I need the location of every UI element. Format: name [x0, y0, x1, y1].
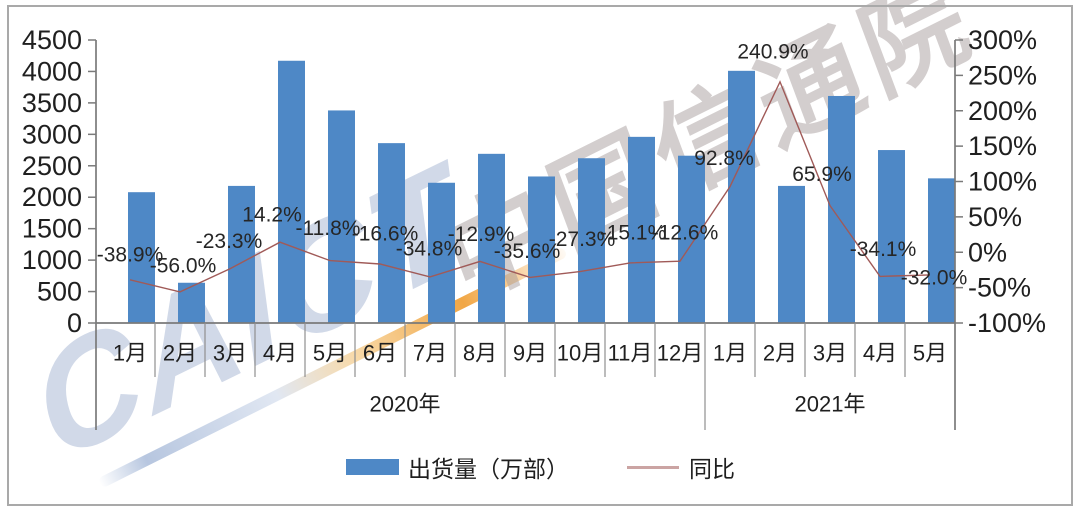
y-left-tick-label: 4000: [22, 56, 82, 86]
x-tick-label: 3月: [213, 341, 247, 366]
y-left-tick-label: 3000: [22, 119, 82, 149]
yoy-point-label: -38.9%: [97, 243, 164, 266]
yoy-point-label: -35.6%: [494, 240, 561, 263]
yoy-point-label: -32.0%: [901, 266, 968, 289]
bar-5月-16: [928, 178, 955, 323]
y-right-tick-label: 200%: [968, 96, 1037, 126]
bar-2月-13: [778, 185, 805, 323]
y-right-tick-label: 250%: [968, 60, 1037, 90]
x-tick-label: 7月: [413, 341, 447, 366]
yoy-point-label: -12.9%: [448, 223, 515, 246]
bar-8月-7: [478, 153, 505, 323]
x-tick-label: 1月: [113, 341, 147, 366]
year-label: 2021年: [795, 392, 866, 417]
y-right-tick-label: 300%: [968, 25, 1037, 55]
yoy-point-label: 65.9%: [792, 163, 852, 186]
yoy-point-label: -15.1%: [600, 221, 667, 244]
x-tick-label: 4月: [863, 341, 897, 366]
x-tick-label: 5月: [313, 341, 347, 366]
yoy-point-label: -16.6%: [352, 222, 419, 245]
x-tick-label: 2月: [163, 341, 197, 366]
bar-5月-4: [328, 110, 355, 324]
bar-2月-1: [178, 282, 205, 323]
y-left-tick-label: 2000: [22, 182, 82, 212]
x-tick-label: 9月: [513, 341, 547, 366]
bar-12月-11: [678, 155, 705, 323]
x-tick-label: 5月: [913, 341, 947, 366]
bar-1月-12: [728, 70, 755, 323]
legend-line-label: 同比: [689, 456, 735, 482]
yoy-point-label: -23.3%: [196, 230, 263, 253]
x-tick-label: 1月: [713, 341, 747, 366]
x-tick-label: 6月: [363, 341, 397, 366]
x-tick-label: 10月: [557, 341, 603, 366]
bar-3月-2: [228, 185, 255, 323]
yoy-point-label: -12.6%: [652, 222, 719, 245]
yoy-point-label: -27.3%: [549, 228, 616, 251]
bar-1月-0: [128, 192, 155, 323]
year-label: 2020年: [370, 392, 441, 417]
yoy-point-label: -34.8%: [396, 237, 463, 260]
bar-4月-15: [878, 150, 905, 323]
x-tick-label: 4月: [263, 341, 297, 366]
x-tick-label: 11月: [608, 341, 653, 366]
y-right-tick-label: -50%: [968, 273, 1031, 303]
yoy-point-label: -11.8%: [296, 217, 361, 240]
y-right-tick-label: 100%: [968, 167, 1037, 197]
x-tick-label: 3月: [813, 341, 847, 366]
y-left-tick-label: 1500: [22, 214, 82, 244]
yoy-point-label: -34.1%: [850, 238, 917, 261]
x-tick-label: 2月: [763, 341, 797, 366]
x-tick-label: 12月: [657, 341, 703, 366]
y-left-tick-label: 1000: [22, 245, 82, 275]
y-left-tick-label: 3500: [22, 88, 82, 118]
y-left-tick-label: 500: [37, 277, 82, 307]
legend-bar-swatch: [346, 459, 399, 475]
yoy-point-label: -56.0%: [150, 254, 217, 277]
y-right-tick-label: 0%: [968, 237, 1007, 267]
y-left-tick-label: 4500: [22, 25, 82, 55]
y-right-tick-label: 50%: [968, 202, 1022, 232]
yoy-point-label: 240.9%: [737, 40, 808, 63]
y-right-tick-label: -100%: [968, 308, 1046, 338]
x-tick-label: 8月: [463, 341, 497, 366]
legend-bar-label: 出货量（万部）: [408, 456, 569, 482]
legend: 出货量（万部） 同比: [346, 450, 735, 484]
bar-6月-5: [378, 143, 405, 323]
y-right-tick-label: 150%: [968, 131, 1037, 161]
yoy-point-label: 14.2%: [242, 204, 302, 227]
yoy-line: [129, 80, 931, 293]
bar-4月-3: [278, 60, 305, 324]
bar-9月-8: [528, 176, 555, 323]
bar-7月-6: [428, 182, 455, 323]
y-left-tick-label: 2500: [22, 151, 82, 181]
bar-10月-9: [578, 158, 605, 323]
yoy-point-label: 92.8%: [694, 147, 754, 170]
legend-line-swatch: [627, 465, 679, 469]
y-left-tick-label: 0: [67, 308, 82, 338]
bar-11月-10: [628, 136, 655, 323]
